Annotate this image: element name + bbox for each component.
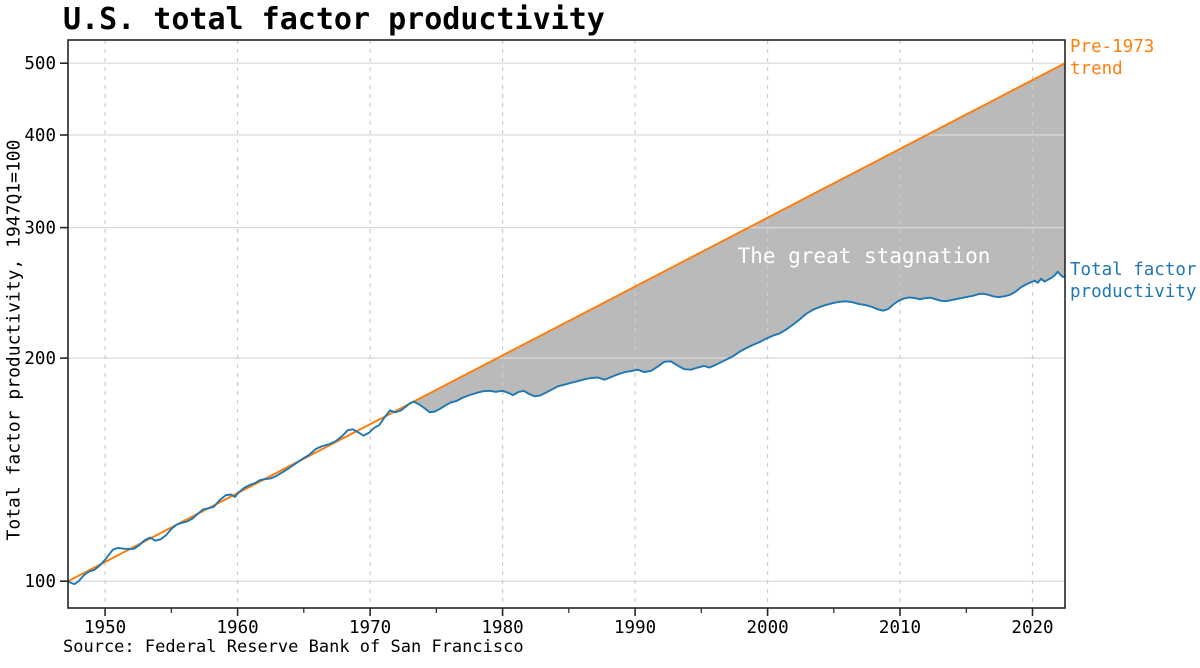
tfp-line xyxy=(67,270,1066,586)
x-tick-label: 1960 xyxy=(217,618,259,638)
x-tick-label: 2000 xyxy=(747,618,789,638)
x-tick-label: 1970 xyxy=(349,618,391,638)
y-tick-label: 400 xyxy=(24,126,56,146)
x-tick-label: 1950 xyxy=(84,618,126,638)
gap-annotation: The great stagnation xyxy=(737,244,991,268)
y-tick-label: 100 xyxy=(24,572,56,592)
source-note: Source: Federal Reserve Bank of San Fran… xyxy=(63,637,524,657)
trend-line-label-line1: Pre-1973 xyxy=(1070,37,1155,57)
x-tick-label: 2010 xyxy=(879,618,921,638)
y-tick-label: 300 xyxy=(24,219,56,239)
x-tick-label: 2020 xyxy=(1011,618,1053,638)
x-tick-label: 1980 xyxy=(482,618,524,638)
x-tick-label: 1990 xyxy=(614,618,656,638)
trend-line-label: Pre-1973 trend xyxy=(1070,36,1154,80)
chart-title: U.S. total factor productivity xyxy=(63,2,605,37)
trend-line-label-line2: trend xyxy=(1070,59,1123,79)
gap-fill xyxy=(413,63,1065,413)
tfp-line-label: Total factor productivity xyxy=(1070,259,1196,303)
y-tick-label: 200 xyxy=(24,349,56,369)
trend-line xyxy=(67,62,1066,583)
tfp-line-label-line1: Total factor xyxy=(1070,260,1197,280)
tfp-line-label-line2: productivity xyxy=(1070,282,1197,302)
y-tick-label: 500 xyxy=(24,54,56,74)
plot-frame xyxy=(67,39,1066,609)
